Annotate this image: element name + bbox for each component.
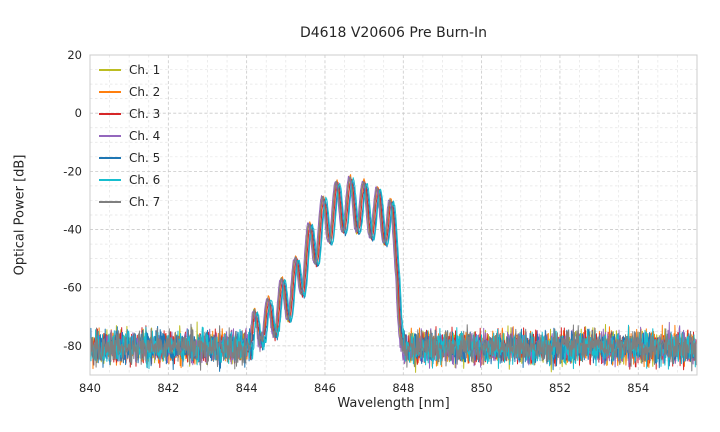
y-tick-label: -40 (63, 223, 82, 237)
x-tick-label: 854 (627, 381, 649, 395)
legend: Ch. 1 Ch. 2 Ch. 3 Ch. 4 Ch. 5 Ch. 6 Ch. 7 (99, 59, 160, 213)
legend-swatch (99, 91, 121, 93)
legend-item-7: Ch. 7 (99, 191, 160, 213)
legend-item-4: Ch. 4 (99, 125, 160, 147)
chart-title: D4618 V20606 Pre Burn-In (299, 25, 488, 41)
x-tick-label: 848 (392, 381, 414, 395)
legend-item-5: Ch. 5 (99, 147, 160, 169)
legend-swatch (99, 135, 121, 137)
x-tick-label: 844 (236, 381, 258, 395)
legend-item-3: Ch. 3 (99, 103, 160, 125)
x-tick-label: 850 (471, 381, 493, 395)
y-tick-label: 20 (67, 48, 82, 62)
x-tick-label: 840 (79, 381, 101, 395)
legend-item-2: Ch. 2 (99, 81, 160, 103)
legend-label: Ch. 3 (129, 107, 161, 121)
legend-label: Ch. 1 (129, 63, 161, 77)
x-axis-label: Wavelength [nm] (337, 396, 450, 411)
series-ch-7 (89, 176, 698, 372)
legend-swatch (99, 201, 121, 203)
legend-swatch (99, 157, 121, 159)
legend-swatch (99, 179, 121, 181)
y-tick-label: -60 (63, 281, 82, 295)
legend-swatch (99, 69, 121, 71)
y-tick-label: -80 (63, 339, 82, 353)
legend-label: Ch. 4 (129, 129, 161, 143)
x-tick-label: 852 (549, 381, 571, 395)
series-ch-6 (89, 177, 698, 370)
legend-swatch (99, 113, 121, 115)
y-tick-label: 0 (75, 106, 82, 120)
legend-label: Ch. 5 (129, 151, 161, 165)
legend-item-6: Ch. 6 (99, 169, 160, 191)
legend-item-1: Ch. 1 (99, 59, 160, 81)
y-tick-label: -20 (63, 164, 82, 178)
axes-border (89, 54, 698, 376)
legend-label: Ch. 6 (129, 173, 161, 187)
legend-label: Ch. 2 (129, 85, 161, 99)
x-tick-label: 842 (157, 381, 179, 395)
x-tick-label: 846 (314, 381, 336, 395)
legend-label: Ch. 7 (129, 195, 161, 209)
